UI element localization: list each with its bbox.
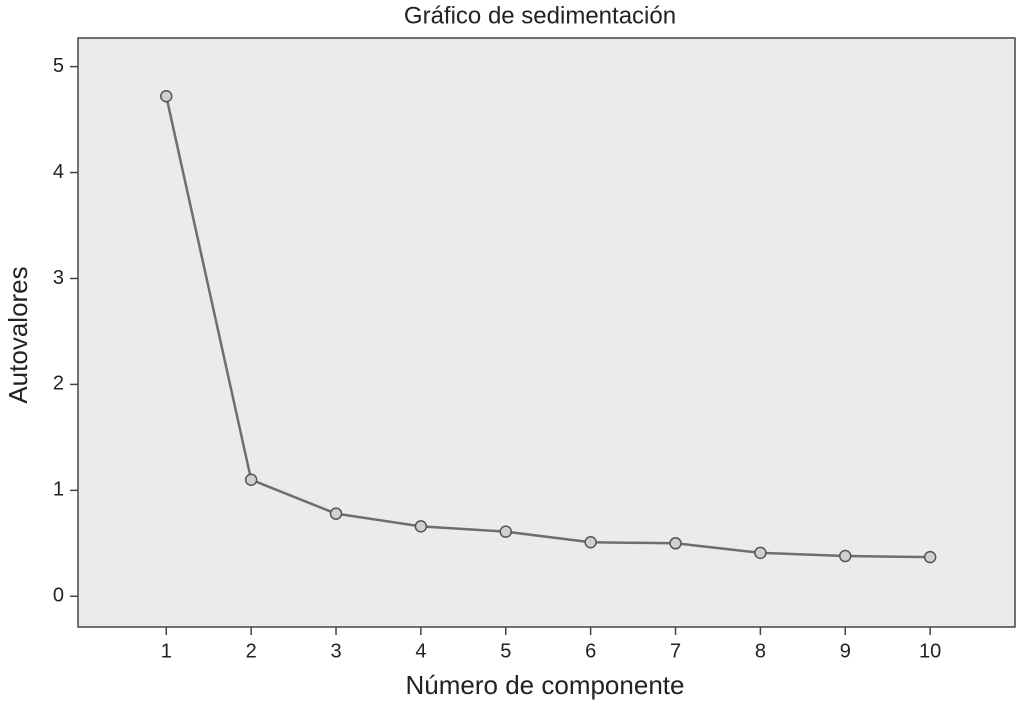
data-point xyxy=(839,549,852,563)
y-tick-label: 1 xyxy=(53,479,64,501)
y-tick-label: 3 xyxy=(53,267,64,289)
y-tick-label: 4 xyxy=(53,161,64,183)
y-tick-label: 5 xyxy=(53,55,64,77)
y-tick-label: 0 xyxy=(53,585,64,607)
y-tick-label: 2 xyxy=(53,373,64,395)
x-axis-label: Número de componente xyxy=(406,670,685,700)
data-point xyxy=(754,546,767,560)
x-tick-label: 10 xyxy=(919,640,941,662)
data-point xyxy=(923,550,937,564)
x-tick-label: 5 xyxy=(500,640,511,662)
x-tick-label: 7 xyxy=(670,640,681,662)
y-axis-label: Autovalores xyxy=(3,266,33,403)
data-point xyxy=(669,537,682,550)
data-point xyxy=(414,520,428,533)
chart-title: Gráfico de sedimentación xyxy=(404,2,676,29)
data-point xyxy=(329,507,343,520)
x-tick-label: 1 xyxy=(161,640,172,662)
plot-area xyxy=(77,37,1016,628)
data-point xyxy=(244,473,258,486)
x-tick-label: 6 xyxy=(585,640,596,662)
data-point xyxy=(499,525,513,538)
x-tick-label: 4 xyxy=(415,640,426,662)
x-tick-label: 8 xyxy=(755,640,766,662)
data-point xyxy=(160,90,173,103)
x-tick-label: 9 xyxy=(840,640,851,662)
data-point xyxy=(584,536,597,549)
x-tick-label: 3 xyxy=(330,640,341,662)
x-tick-label: 2 xyxy=(246,640,257,662)
series-line xyxy=(165,95,931,559)
